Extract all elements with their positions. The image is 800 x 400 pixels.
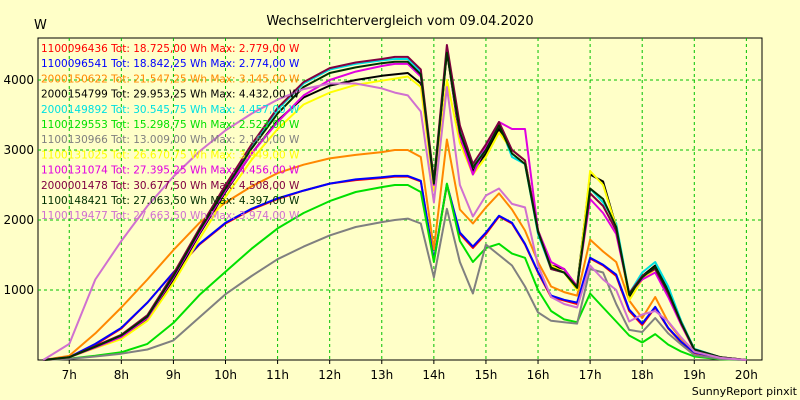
x-tick-label: 12h	[318, 368, 341, 382]
legend-entry-2000154799: 2000154799 Tot: 29.953,25 Wh Max: 4.432,…	[41, 89, 300, 101]
legend-entry-1100148421: 1100148421 Tot: 27.063,50 Wh Max: 4.397,…	[41, 195, 300, 207]
legend-entry-1100096541: 1100096541 Tot: 18.842,25 Wh Max: 2.774,…	[41, 58, 300, 70]
x-axis-ticks: 7h 8h 9h 10h 11h 12h 13h 14h 15h 16h 17h 18h 19h 20h	[62, 360, 758, 382]
y-axis-ticks: 1000 2000 3000 4000	[3, 73, 34, 297]
series-line-1100129553	[43, 182, 747, 361]
legend-entry-2000001478: 2000001478 Tot: 30.677,50 Wh Max: 4.508,…	[41, 180, 300, 192]
legend-entry-1100130966: 1100130966 Tot: 13.009,00 Wh Max: 2.160,…	[41, 134, 300, 146]
x-tick-label: 19h	[683, 368, 706, 382]
legend-entry-1100096436: 1100096436 Tot: 18.725,00 Wh Max: 2.779,…	[41, 43, 300, 55]
legend-entry-1100119477: 1100119477 Tot: 27.663,50 Wh Max: 3.974,…	[41, 210, 300, 222]
y-tick-label: 4000	[3, 73, 34, 87]
legend-entry-1100131025: 1100131025 Tot: 26.670,75 Wh Max: 3.949,…	[41, 149, 300, 161]
x-tick-label: 18h	[631, 368, 654, 382]
x-tick-label: 9h	[166, 368, 181, 382]
y-tick-label: 1000	[3, 283, 34, 297]
x-tick-label: 15h	[475, 368, 498, 382]
series-line-1100130966	[43, 207, 747, 361]
x-tick-label: 17h	[579, 368, 602, 382]
x-tick-label: 8h	[114, 368, 129, 382]
series-line-1100148421	[43, 51, 747, 361]
legend-entry-1100131074: 1100131074 Tot: 27.395,25 Wh Max: 4.456,…	[41, 165, 300, 177]
series-line-1100119477	[42, 82, 747, 361]
x-tick-label: 7h	[62, 368, 77, 382]
y-tick-label: 3000	[3, 143, 34, 157]
y-tick-label: 2000	[3, 213, 34, 227]
y-axis-unit-label: W	[34, 18, 47, 33]
legend: 1100096436 Tot: 18.725,00 Wh Max: 2.779,…	[41, 43, 300, 222]
footer-credit: SunnyReport pinxit	[692, 385, 798, 398]
plot-frame	[37, 37, 763, 361]
x-tick-label: 10h	[214, 368, 237, 382]
chart-title: Wechselrichtervergleich vom 09.04.2020	[266, 14, 533, 29]
x-tick-label: 11h	[266, 368, 289, 382]
series-line-1100131025	[43, 75, 747, 361]
legend-entry-2000150622: 2000150622 Tot: 21.547,25 Wh Max: 3.145,…	[41, 73, 300, 85]
x-tick-label: 16h	[527, 368, 550, 382]
x-tick-label: 13h	[370, 368, 393, 382]
legend-entry-2000149892: 2000149892 Tot: 30.545,75 Wh Max: 4.457,…	[41, 104, 300, 116]
series-line-1100096541	[43, 174, 747, 361]
series-lines	[42, 44, 747, 361]
legend-entry-1100129553: 1100129553 Tot: 15.298,75 Wh Max: 2.523,…	[41, 119, 300, 131]
x-tick-label: 20h	[735, 368, 758, 382]
x-tick-label: 14h	[422, 368, 445, 382]
